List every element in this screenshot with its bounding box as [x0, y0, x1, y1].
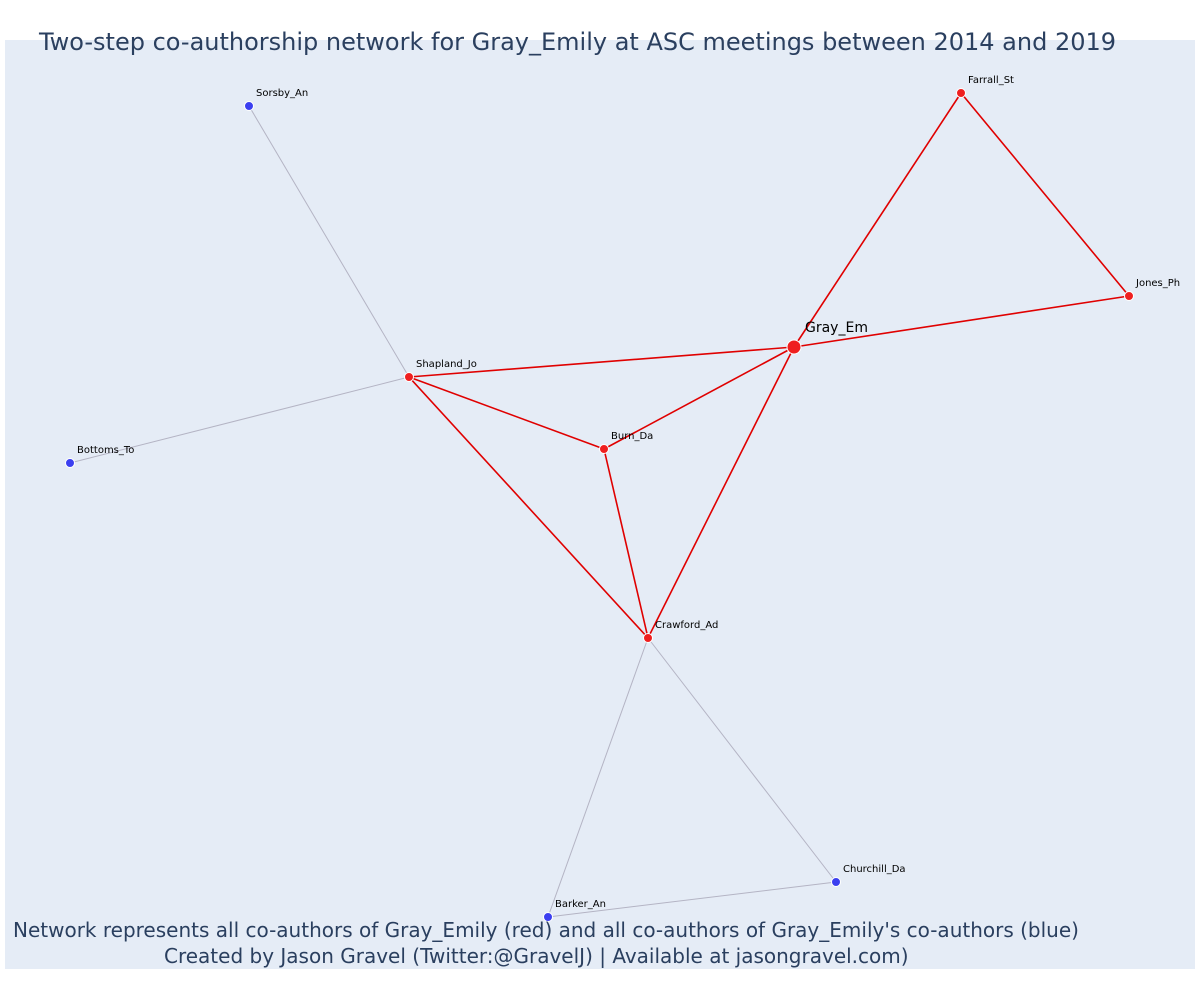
node-Sorsby_An[interactable]: [244, 101, 254, 111]
edge-Shapland_Jo-Sorsby_An: [248, 105, 410, 378]
edge-Gray_Em-Farrall_St: [793, 92, 962, 348]
node-Shapland_Jo[interactable]: [404, 372, 414, 382]
edge-Farrall_St-Jones_Ph: [960, 92, 1130, 297]
node-Jones_Ph[interactable]: [1124, 291, 1134, 301]
node-Churchill_Da[interactable]: [831, 877, 841, 887]
edge-Gray_Em-Shapland_Jo: [408, 346, 795, 378]
network-graph: Gray_Em Farrall_St Jones_Ph Shapland_Jo Burn…: [65, 75, 1180, 922]
node-label-Sorsby_An: Sorsby_An: [256, 88, 308, 99]
edge-Crawford_Ad-Barker_An: [547, 637, 649, 918]
edge-layer: [69, 92, 1130, 918]
label-layer: Gray_Em Farrall_St Jones_Ph Shapland_Jo Burn…: [77, 75, 1180, 910]
node-label-Churchill_Da: Churchill_Da: [843, 864, 906, 875]
edge-Gray_Em-Crawford_Ad: [647, 346, 795, 639]
caption-legend-note: Network represents all co-authors of Gra…: [13, 918, 1079, 942]
edge-Shapland_Jo-Crawford_Ad: [408, 376, 649, 639]
node-layer: [65, 88, 1134, 922]
edge-Crawford_Ad-Churchill_Da: [647, 637, 837, 883]
node-Gray_Em[interactable]: [786, 339, 802, 355]
node-Farrall_St[interactable]: [956, 88, 966, 98]
node-label-Crawford_Ad: Crawford_Ad: [655, 620, 718, 631]
edge-Barker_An-Churchill_Da: [547, 881, 837, 918]
node-label-Barker_An: Barker_An: [555, 899, 606, 910]
node-Crawford_Ad[interactable]: [643, 633, 653, 643]
node-Bottoms_To[interactable]: [65, 458, 75, 468]
edge-Gray_Em-Jones_Ph: [793, 295, 1130, 348]
node-Burn_Da[interactable]: [599, 444, 609, 454]
edge-Gray_Em-Burn_Da: [603, 346, 795, 450]
caption-credit: Created by Jason Gravel (Twitter:@Gravel…: [164, 944, 909, 968]
edge-Shapland_Jo-Bottoms_To: [69, 376, 410, 464]
node-label-Bottoms_To: Bottoms_To: [77, 445, 134, 456]
node-label-Burn_Da: Burn_Da: [611, 431, 653, 442]
edge-Burn_Da-Crawford_Ad: [603, 448, 649, 639]
node-label-Farrall_St: Farrall_St: [968, 75, 1014, 86]
node-label-Jones_Ph: Jones_Ph: [1135, 278, 1180, 289]
node-Barker_An[interactable]: [543, 912, 553, 922]
network-plot-area: Gray_Em Farrall_St Jones_Ph Shapland_Jo Burn…: [5, 40, 1195, 969]
chart-title: Two-step co-authorship network for Gray_…: [38, 28, 1117, 56]
node-label-Shapland_Jo: Shapland_Jo: [416, 359, 477, 370]
edge-Shapland_Jo-Burn_Da: [408, 376, 605, 450]
node-label-Gray_Em: Gray_Em: [805, 320, 868, 336]
